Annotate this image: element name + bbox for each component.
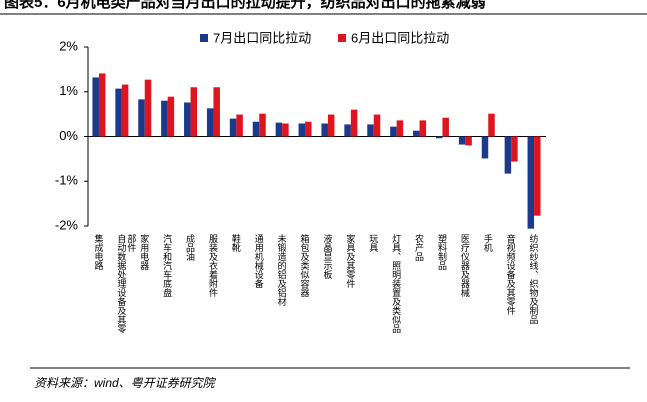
bar bbox=[413, 130, 420, 137]
bar bbox=[511, 136, 518, 162]
bar bbox=[121, 84, 129, 137]
x-tick-label: 液晶显示板 bbox=[322, 234, 333, 279]
bar bbox=[184, 102, 191, 137]
bar bbox=[161, 100, 168, 137]
bar bbox=[367, 124, 374, 137]
x-tick-label: 农产品 bbox=[414, 234, 425, 261]
bar bbox=[321, 123, 328, 137]
x-tick-label: 家具及其零件 bbox=[345, 234, 356, 288]
bar bbox=[275, 122, 283, 137]
x-tick-label: 手机 bbox=[482, 234, 493, 252]
x-tick-label: 未锻造的铝及铝材 bbox=[276, 234, 287, 306]
bar bbox=[167, 96, 175, 137]
x-tick-label: 自动数据处理设备及其零部件 bbox=[116, 234, 137, 333]
bar bbox=[259, 113, 266, 137]
bar bbox=[115, 88, 122, 137]
x-tick-label: 纺织纱线、织物及制品 bbox=[528, 234, 539, 324]
bar bbox=[458, 136, 466, 145]
x-tick-label: 鞋靴 bbox=[230, 234, 241, 252]
bar bbox=[206, 108, 214, 137]
bar bbox=[435, 136, 443, 139]
x-tick-label: 玩具 bbox=[368, 234, 379, 252]
legend-swatch bbox=[200, 34, 208, 42]
bar bbox=[419, 120, 427, 137]
y-tick-label: 2% bbox=[59, 38, 78, 53]
y-tick-label: 0% bbox=[59, 128, 78, 143]
x-tick-label: 医疗仪器及器械 bbox=[459, 234, 470, 297]
bar bbox=[504, 136, 512, 174]
legend-label: 7月出口同比拉动 bbox=[213, 30, 311, 45]
x-tick-label: 服装及衣着附件 bbox=[207, 234, 218, 297]
y-tick-label: -2% bbox=[55, 217, 79, 232]
legend-swatch bbox=[338, 34, 346, 42]
y-tick-label: -1% bbox=[55, 173, 79, 188]
bar bbox=[252, 121, 260, 137]
x-tick-label: 集成电路 bbox=[93, 234, 104, 270]
x-tick-label: 音视频设备及其零件 bbox=[505, 234, 516, 315]
bar bbox=[190, 87, 198, 137]
bar bbox=[327, 114, 335, 137]
bar bbox=[488, 113, 495, 137]
bar bbox=[344, 124, 351, 137]
chart-title: 图表5：6月机电类产品对当月出口的拉动提升，纺织品对出口的拖累减弱 bbox=[4, 0, 486, 11]
x-tick-label: 家用电器 bbox=[139, 234, 150, 270]
bar bbox=[527, 136, 535, 229]
bar bbox=[236, 114, 243, 137]
x-tick-label: 塑料制品 bbox=[436, 234, 447, 270]
x-tick-label: 通用机械设备 bbox=[253, 234, 264, 288]
legend-label: 6月出口同比拉动 bbox=[351, 30, 449, 45]
bar bbox=[465, 136, 472, 146]
bar bbox=[298, 123, 306, 137]
x-tick-label: 汽车和汽车底盘 bbox=[162, 234, 173, 297]
bar bbox=[98, 73, 106, 137]
y-tick-label: 1% bbox=[59, 83, 78, 98]
bar bbox=[138, 99, 145, 137]
bar bbox=[282, 123, 289, 137]
source-note: 资料来源：wind、粤开证券研究院 bbox=[34, 376, 215, 390]
x-tick-label: 箱包及类似容器 bbox=[299, 234, 310, 297]
bar bbox=[396, 120, 404, 137]
bar bbox=[390, 126, 397, 137]
bar bbox=[442, 117, 449, 137]
bar bbox=[229, 118, 237, 137]
bar bbox=[373, 114, 381, 137]
bar bbox=[144, 79, 152, 137]
bar bbox=[213, 87, 220, 137]
x-tick-label: 成品油 bbox=[185, 234, 196, 261]
bar bbox=[350, 109, 358, 137]
bar bbox=[481, 136, 489, 159]
x-tick-label: 灯具、照明装置及类似品 bbox=[391, 234, 402, 333]
bar bbox=[305, 121, 312, 137]
bar bbox=[534, 136, 541, 216]
bar bbox=[92, 77, 99, 137]
